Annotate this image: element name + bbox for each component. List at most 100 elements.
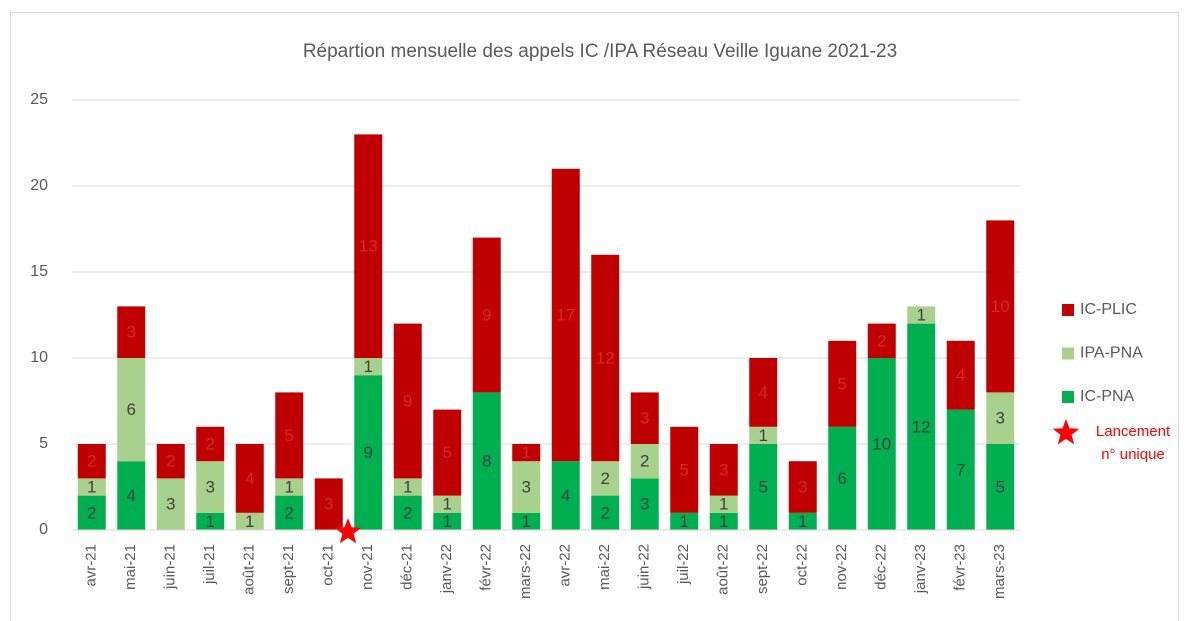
bar-segment [709, 444, 738, 496]
bar-segment [907, 323, 936, 530]
bar-segment [275, 478, 304, 496]
data-label: 13 [359, 237, 378, 256]
bar-segment [196, 461, 225, 513]
data-label: 1 [87, 477, 96, 496]
bar-segment [472, 237, 501, 393]
x-tick-label: mars-23 [991, 544, 1008, 599]
data-label: 5 [996, 477, 1005, 496]
annotation-text: Lancement [1096, 423, 1171, 440]
data-label: 3 [127, 323, 136, 342]
bar-segment [117, 358, 146, 462]
bar-segment [393, 495, 422, 530]
data-label: 1 [206, 512, 215, 531]
data-label: 1 [522, 512, 531, 531]
data-label: 1 [403, 477, 412, 496]
bar-segment [630, 392, 659, 444]
data-label: 1 [719, 495, 728, 514]
data-label: 4 [245, 469, 254, 488]
data-label: 5 [443, 443, 452, 462]
data-label: 1 [917, 305, 926, 324]
bar-segment [512, 444, 541, 462]
bar-segment [156, 444, 185, 479]
legend-swatch [1062, 347, 1074, 360]
y-tick-label: 15 [30, 263, 48, 280]
x-tick-label: août-22 [715, 544, 732, 595]
y-tick-label: 10 [30, 349, 48, 366]
bar-segment [275, 392, 304, 479]
x-tick-label: janv-22 [438, 544, 455, 594]
bar-segment [867, 358, 896, 530]
x-tick-label: août-21 [241, 544, 258, 595]
data-label: 2 [601, 469, 610, 488]
x-tick-label: oct-22 [794, 544, 811, 586]
bar-segment [788, 461, 817, 513]
data-label: 3 [996, 409, 1005, 428]
bar-segment [867, 323, 896, 358]
data-label: 9 [403, 391, 412, 410]
x-tick-label: mai-21 [122, 544, 139, 590]
data-label: 6 [838, 469, 847, 488]
bar-segment [393, 323, 422, 479]
x-tick-label: oct-21 [320, 544, 337, 586]
data-label: 2 [206, 434, 215, 453]
data-label: 1 [759, 426, 768, 445]
bar-segment [393, 478, 422, 496]
data-label: 1 [522, 443, 531, 462]
bar-segment [354, 134, 383, 358]
data-label: 4 [561, 486, 570, 505]
data-label: 2 [87, 503, 96, 522]
bar-segment [77, 478, 106, 496]
bar-segment [196, 512, 225, 530]
x-tick-label: avr-21 [83, 544, 100, 587]
bar-segment [551, 461, 580, 530]
y-tick-label: 20 [30, 177, 48, 194]
legend-swatch [1062, 304, 1074, 316]
bar-segment [709, 495, 738, 513]
bar-segment [433, 409, 462, 496]
bar-segment [749, 358, 778, 427]
legend-swatch [1062, 391, 1074, 403]
data-label: 2 [87, 452, 96, 471]
data-label: 6 [127, 400, 136, 419]
y-tick-label: 25 [30, 91, 48, 108]
data-label: 3 [640, 409, 649, 428]
legend-label: IPA-PNA [1080, 345, 1143, 362]
x-tick-label: déc-22 [873, 544, 890, 590]
bar-segment [828, 340, 857, 427]
bar-segment [77, 444, 106, 479]
bar-segment [156, 478, 185, 530]
annotation-text: n° unique [1101, 446, 1165, 463]
data-label: 4 [759, 383, 768, 402]
bar-segment [77, 495, 106, 530]
x-tick-label: avr-22 [557, 544, 574, 587]
bar-segment [591, 495, 620, 530]
data-label: 2 [285, 503, 294, 522]
bar-segment [630, 444, 659, 479]
data-label: 2 [403, 503, 412, 522]
annotation-star [1052, 419, 1080, 445]
data-label: 7 [956, 460, 965, 479]
x-tick-label: nov-22 [833, 544, 850, 590]
data-label: 3 [166, 495, 175, 514]
bar-segment [314, 478, 343, 530]
bar-segment [591, 254, 620, 462]
bar-segment [433, 495, 462, 513]
bar-segment [117, 306, 146, 358]
x-tick-label: juil-22 [675, 544, 692, 585]
data-label: 1 [364, 357, 373, 376]
bar-segment [354, 375, 383, 530]
bar-segment [235, 512, 264, 530]
bar-segment [512, 512, 541, 530]
x-tick-label: juin-21 [162, 544, 179, 590]
bar-segment [828, 426, 857, 530]
bar-segment [788, 512, 817, 530]
data-label: 1 [443, 495, 452, 514]
bar-segment [946, 340, 975, 410]
launch-star [334, 518, 362, 544]
data-label: 10 [991, 297, 1010, 316]
x-tick-label: déc-21 [399, 544, 416, 590]
data-label: 4 [956, 366, 965, 385]
bar-segment [117, 461, 146, 530]
bar-segment [196, 426, 225, 462]
